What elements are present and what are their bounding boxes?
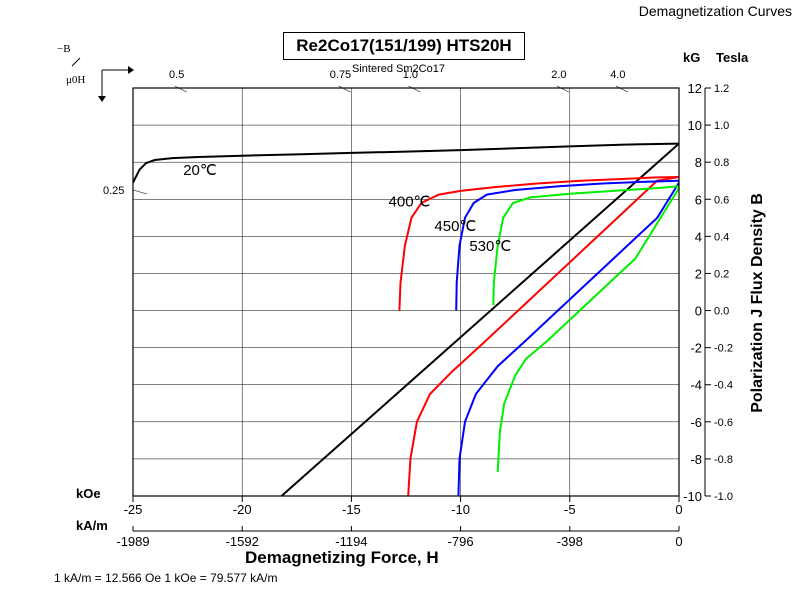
- curve-j: [492, 185, 679, 306]
- y-tesla-tick-label: 0.2: [714, 268, 729, 280]
- y-tesla-tick-label: 1.0: [714, 120, 729, 132]
- x-secondary-tick-label: -1989: [116, 534, 149, 549]
- permeance-marker: [174, 85, 187, 93]
- permeance-lines: [132, 85, 629, 195]
- x-tick-label: -5: [564, 502, 576, 517]
- y-unit-right: Tesla: [716, 50, 749, 65]
- corner-title: Demagnetization Curves: [638, 3, 792, 19]
- y-tesla-tick-label: -0.8: [714, 454, 733, 466]
- x-tick-label: -25: [124, 502, 143, 517]
- y-tesla-tick-label: -1.0: [714, 491, 733, 503]
- series-label: 450℃: [434, 218, 476, 235]
- labels: Sintered Sm2Co17 0.25 0.5 0.75 1.0 2.0 4.0 −B μ0…: [57, 43, 625, 255]
- y-tesla-tick-label: 0.0: [714, 306, 729, 318]
- permeance-label: 2.0: [551, 69, 566, 81]
- curves: [133, 142, 679, 496]
- permeance-arrowhead-v: [98, 96, 106, 102]
- y-axis-label: Polarization J Flux Density B: [749, 193, 766, 413]
- plot-frame: [132, 87, 680, 497]
- curve-j: [398, 176, 679, 311]
- permeance-symbol-denominator: μ0H: [66, 74, 85, 86]
- x-tick-label: 0: [675, 502, 682, 517]
- permeance-marker: [338, 85, 351, 93]
- y-tesla-tick-label: 0.8: [714, 157, 729, 169]
- y-tick-label: -6: [690, 415, 702, 430]
- y-tick-label: -10: [683, 489, 702, 504]
- y-tick-label: 10: [688, 118, 702, 133]
- axes: -25 -20 -15 -10 -5 0-1989 -1592 -1194 -796 -398 0-…: [116, 81, 733, 549]
- permeance-label: 4.0: [610, 69, 625, 81]
- permeance-marker: [408, 85, 421, 93]
- y-tick-label: 6: [695, 192, 702, 207]
- curve-j: [133, 142, 679, 184]
- x-secondary-tick-label: -1194: [335, 534, 367, 549]
- y-tesla-tick-label: -0.2: [714, 343, 733, 355]
- x-secondary-tick-label: 0: [675, 534, 682, 549]
- permeance-label: 0.75: [330, 69, 351, 81]
- y-tick-label: 2: [695, 266, 702, 281]
- permeance-marker: [556, 85, 570, 93]
- permeance-marker: [132, 189, 148, 195]
- x-unit-primary: kOe: [76, 486, 101, 501]
- x-unit-secondary: kA/m: [76, 518, 108, 533]
- y-tick-label: 8: [695, 155, 702, 170]
- x-tick-label: -20: [233, 502, 252, 517]
- curve-b: [457, 182, 679, 496]
- x-tick-label: -15: [342, 502, 361, 517]
- y-tick-label: -2: [690, 341, 702, 356]
- y-tick-label: -8: [690, 452, 702, 467]
- unit-conversion-note: 1 kA/m = 12.566 Oe 1 kOe = 79.577 kA/m: [54, 571, 278, 585]
- permeance-label: 0.5: [169, 69, 184, 81]
- permeance-symbol-numerator: −B: [57, 43, 71, 55]
- y-tick-label: 12: [688, 81, 702, 96]
- y-tick-label: 4: [695, 229, 702, 244]
- x-axis-label: Demagnetizing Force, H: [245, 548, 439, 567]
- series-label: 530℃: [469, 238, 511, 255]
- permeance-symbol-slash: [71, 57, 81, 67]
- series-label: 400℃: [389, 194, 431, 211]
- load-line: [280, 142, 679, 496]
- series-label: 20℃: [183, 162, 217, 179]
- permeance-label: 1.0: [403, 69, 418, 81]
- y-tesla-tick-label: 1.2: [714, 83, 729, 95]
- chart-title: Re2Co17(151/199) HTS20H: [283, 32, 525, 60]
- permeance-label: 0.25: [103, 185, 124, 197]
- y-tick-label: 0: [695, 304, 702, 319]
- permeance-arrowhead-h: [128, 66, 134, 74]
- y-tesla-tick-label: 0.4: [714, 231, 729, 243]
- x-tick-label: -10: [451, 502, 470, 517]
- x-secondary-tick-label: -1592: [226, 534, 259, 549]
- y-unit-left: kG: [683, 50, 701, 65]
- curve-b: [496, 187, 679, 472]
- y-tesla-tick-label: -0.4: [714, 380, 733, 392]
- y-tick-label: -4: [690, 378, 702, 393]
- secondary-scale-label: Sintered Sm2Co17: [352, 63, 445, 75]
- curve-b: [407, 176, 679, 496]
- y-tesla-tick-label: -0.6: [714, 417, 733, 429]
- grid: [132, 87, 680, 497]
- y-tesla-tick-label: 0.6: [714, 194, 729, 206]
- curve-j: [455, 179, 679, 311]
- permeance-marker: [615, 85, 629, 93]
- x-secondary-tick-label: -796: [448, 534, 474, 549]
- x-secondary-tick-label: -398: [557, 534, 583, 549]
